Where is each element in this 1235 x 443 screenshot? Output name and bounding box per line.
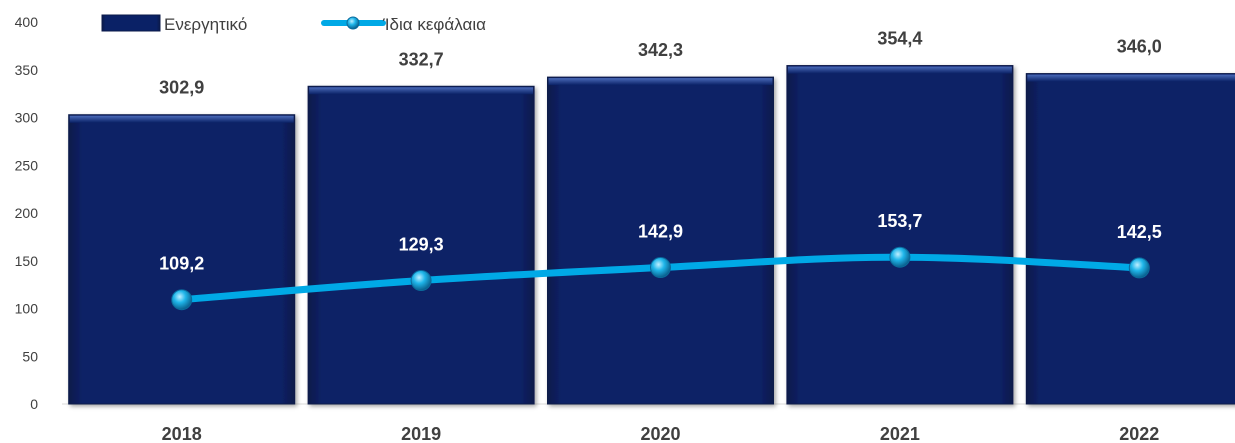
line-marker	[171, 289, 193, 311]
line-data-label: 142,5	[1117, 222, 1162, 242]
line-marker	[1128, 257, 1150, 279]
y-tick-label: 400	[15, 14, 39, 30]
bar-bevel	[309, 87, 534, 95]
bar-body	[68, 114, 296, 405]
x-category-label: 2022	[1119, 424, 1159, 443]
bar	[547, 76, 774, 405]
bar-data-label: 332,7	[399, 49, 444, 69]
y-tick-label: 0	[30, 396, 38, 412]
y-tick-label: 50	[22, 348, 38, 364]
legend-label-line: Ίδια κεφάλαια	[382, 15, 486, 34]
bar	[307, 85, 535, 405]
line-marker	[650, 257, 671, 279]
line-marker	[410, 270, 432, 292]
x-category-label: 2019	[401, 424, 441, 443]
bar-body	[1025, 73, 1235, 405]
line-data-label: 129,3	[399, 235, 444, 255]
legend: Ενεργητικό Ίδια κεφάλαια	[101, 14, 486, 34]
bar-series	[68, 65, 1235, 405]
bar	[68, 114, 296, 405]
bar-data-label: 354,4	[877, 29, 922, 49]
line-data-label: 109,2	[159, 254, 204, 274]
bar-data-label: 342,3	[638, 40, 683, 60]
bar-data-label: 346,0	[1117, 37, 1162, 57]
y-tick-label: 300	[15, 110, 39, 126]
bar-bevel	[787, 66, 1012, 74]
y-tick-label: 350	[15, 62, 39, 78]
bar-bevel	[548, 78, 773, 86]
line-data-labels: 109,2 129,3 142,9 153,7 142,5	[159, 211, 1162, 273]
legend-label-bar: Ενεργητικό	[164, 15, 247, 34]
x-axis: 2018 2019 2020 2021 2022	[162, 424, 1160, 443]
line-series	[171, 246, 1150, 311]
y-tick-label: 100	[15, 301, 39, 317]
bar-body	[786, 65, 1014, 405]
y-tick-label: 250	[15, 157, 39, 173]
x-category-label: 2021	[880, 424, 920, 443]
y-tick-label: 200	[15, 205, 39, 221]
bar-data-label: 302,9	[159, 78, 204, 98]
y-axis: 0 50 100 150 200 250 300 350 400	[15, 14, 39, 412]
bar-body	[307, 85, 535, 405]
bar-bevel	[69, 115, 294, 123]
legend-item-bar: Ενεργητικό	[101, 14, 247, 34]
line-data-label: 142,9	[638, 222, 683, 242]
x-category-label: 2018	[162, 424, 202, 443]
legend-bar-swatch	[101, 14, 161, 32]
y-tick-label: 150	[15, 253, 39, 269]
bar	[1025, 73, 1235, 405]
bar-data-labels: 302,9 332,7 342,3 354,4 346,0	[159, 29, 1162, 98]
legend-item-line: Ίδια κεφάλαια	[321, 15, 486, 34]
line-marker	[889, 246, 911, 268]
bar-body	[547, 76, 774, 405]
legend-marker-swatch	[346, 16, 360, 30]
x-category-label: 2020	[640, 424, 680, 443]
bar-bevel	[1027, 74, 1235, 82]
bar	[786, 65, 1014, 405]
line-data-label: 153,7	[877, 211, 922, 231]
